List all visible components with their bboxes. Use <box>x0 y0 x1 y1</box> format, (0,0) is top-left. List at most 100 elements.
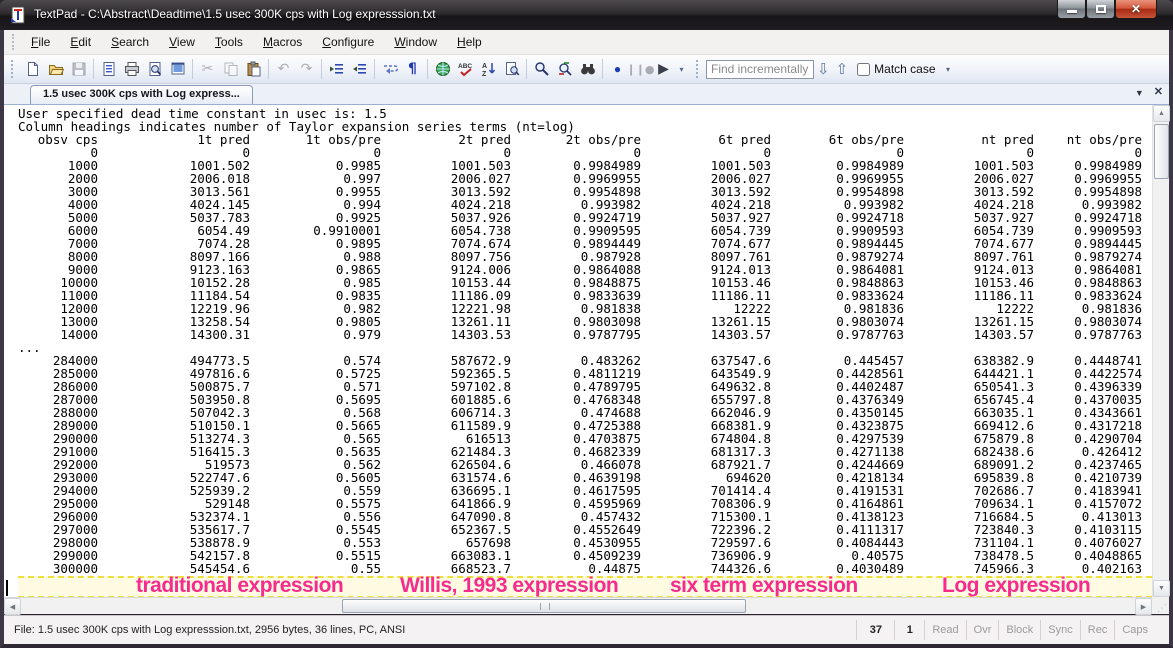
record-macro-button[interactable]: ● <box>606 58 629 81</box>
vertical-scroll-thumb[interactable] <box>1154 124 1169 179</box>
table-cell: 644421.1 <box>973 366 1034 381</box>
replace-button[interactable] <box>553 58 576 81</box>
close-button[interactable]: ✕ <box>1115 0 1157 19</box>
horizontal-scroll-thumb[interactable] <box>342 599 746 613</box>
stop-icon: ❙❙● <box>626 62 655 76</box>
table-cell: 0 <box>1134 145 1142 160</box>
play-macro-button[interactable]: ▶ <box>652 58 675 81</box>
table-cell: 0.5575 <box>335 496 381 511</box>
table-cell: 0.4183941 <box>1074 483 1142 498</box>
find-in-document-button[interactable] <box>500 58 523 81</box>
horizontal-scrollbar[interactable]: ◀ ▶ <box>4 597 1169 615</box>
copy-button[interactable] <box>219 58 242 81</box>
menu-item-view[interactable]: View <box>169 35 195 49</box>
document-properties-button[interactable] <box>97 58 120 81</box>
menu-item-edit[interactable]: Edit <box>70 35 92 49</box>
open-file-button[interactable] <box>44 58 67 81</box>
print-icon <box>124 62 139 76</box>
annotation-six-term: six term expression <box>670 574 858 597</box>
find-next-button[interactable]: ⇩ <box>817 59 830 78</box>
table-cell: 0.4448741 <box>1074 353 1142 368</box>
table-cell: 643549.9 <box>710 366 771 381</box>
table-cell: 0.457432 <box>580 509 641 524</box>
menu-item-tools[interactable]: Tools <box>214 35 243 49</box>
new-file-button[interactable] <box>21 58 44 81</box>
table-cell: 621484.3 <box>450 444 511 459</box>
vertical-scrollbar[interactable]: ▲ ▼ <box>1152 105 1170 597</box>
scroll-up-button[interactable]: ▲ <box>1153 105 1170 122</box>
find-toolbar-grip[interactable] <box>696 60 702 78</box>
table-cell: 8097.166 <box>189 249 250 264</box>
tab-list-dropdown-icon[interactable]: ▼ <box>1134 87 1144 98</box>
paste-button[interactable] <box>242 58 265 81</box>
indent-button[interactable] <box>348 58 371 81</box>
play-icon: ▶ <box>658 61 669 77</box>
menu-item-help[interactable]: Help <box>457 35 482 49</box>
text-editor[interactable]: User specified dead time constant in use… <box>4 105 1152 597</box>
find-toolbar-overflow-button[interactable]: ▾ <box>946 64 951 74</box>
toolbar-grip[interactable] <box>11 60 17 78</box>
toolbar-overflow-button[interactable]: ▾ <box>679 64 684 74</box>
menu-item-file[interactable]: File <box>31 35 51 49</box>
find-previous-button[interactable]: ⇧ <box>835 59 849 78</box>
scroll-down-button[interactable]: ▼ <box>1153 580 1170 597</box>
table-cell: 507042.3 <box>189 405 250 420</box>
resize-grip[interactable] <box>1152 597 1169 614</box>
find-in-files-button[interactable] <box>576 58 599 81</box>
redo-button[interactable]: ↷ <box>295 58 318 81</box>
table-cell: 5037.927 <box>973 210 1034 225</box>
table-cell: 522747.6 <box>189 470 250 485</box>
table-cell: 0.5665 <box>335 418 381 433</box>
find-input[interactable] <box>706 59 814 79</box>
table-cell: 299000 <box>52 548 98 563</box>
menu-item-search[interactable]: Search <box>111 35 150 49</box>
title-bar[interactable]: TextPad - C:\Abstract\Deadtime\1.5 usec … <box>0 0 1173 30</box>
table-cell: 10152.28 <box>189 275 250 290</box>
table-cell: 0 <box>242 145 250 160</box>
close-document-icon[interactable]: ✕ <box>1153 86 1163 98</box>
cut-button[interactable]: ✂ <box>196 58 219 81</box>
table-cell: 12219.96 <box>189 301 250 316</box>
text-caret <box>6 580 8 596</box>
table-cell: 0.402163 <box>1081 561 1142 576</box>
save-button[interactable] <box>67 58 90 81</box>
stop-macro-button[interactable]: ❙❙● <box>626 58 655 81</box>
table-cell: 0.571 <box>343 379 381 394</box>
table-cell: 538878.9 <box>189 535 250 550</box>
table-cell: 0.9803098 <box>573 314 641 329</box>
table-row: 286000 500875.7 0.571 597102.8 0.4789795 6496… <box>18 380 1152 393</box>
menu-item-window[interactable]: Window <box>394 35 438 49</box>
scroll-right-button[interactable]: ▶ <box>1135 598 1152 615</box>
table-cell: 0.4530955 <box>573 535 641 550</box>
show-formatting-marks-button[interactable]: ¶ <box>401 58 424 81</box>
undo-button[interactable]: ↶ <box>272 58 295 81</box>
table-cell: 9124.013 <box>710 262 771 277</box>
html-validate-button[interactable] <box>431 58 454 81</box>
table-cell: 9124.013 <box>973 262 1034 277</box>
view-in-browser-button[interactable] <box>166 58 189 81</box>
menu-grip[interactable] <box>12 34 17 50</box>
minimize-button[interactable] <box>1057 0 1086 19</box>
table-cell: 0.9787763 <box>836 327 904 342</box>
table-cell: 296000 <box>52 509 98 524</box>
print-preview-button[interactable] <box>143 58 166 81</box>
table-cell: 494773.5 <box>189 353 250 368</box>
unindent-button[interactable] <box>325 58 348 81</box>
find-button[interactable] <box>530 58 553 81</box>
column-header: 2t pred <box>458 132 511 147</box>
table-cell: 0.4138123 <box>836 509 904 524</box>
cut-icon: ✂ <box>201 61 214 77</box>
menu-item-configure[interactable]: Configure <box>322 35 375 49</box>
table-cell: 0.9909595 <box>573 223 641 238</box>
match-case-checkbox[interactable] <box>857 62 871 76</box>
menu-item-macros[interactable]: Macros <box>262 35 303 49</box>
print-button[interactable] <box>120 58 143 81</box>
table-cell: 4024.218 <box>450 197 511 212</box>
spell-check-button[interactable]: ABC <box>454 58 477 81</box>
table-cell: 0.4343661 <box>1074 405 1142 420</box>
document-tab[interactable]: 1.5 usec 300K cps with Log express... <box>30 85 253 104</box>
maximize-button[interactable] <box>1086 0 1115 19</box>
word-wrap-button[interactable] <box>378 58 401 81</box>
scroll-left-button[interactable]: ◀ <box>4 598 21 615</box>
